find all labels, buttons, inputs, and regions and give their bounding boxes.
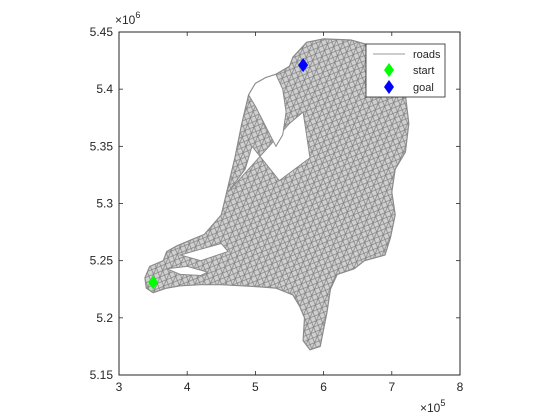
- road-gap-water-1: [248, 73, 287, 148]
- y-tick-label: 5.15: [90, 368, 114, 382]
- start-marker: [148, 275, 159, 290]
- legend: roads start goal: [365, 43, 446, 98]
- y-tick-label: 5.25: [90, 254, 114, 268]
- x-tick-label: 5: [252, 380, 259, 394]
- x-tick-label: 6: [320, 380, 327, 394]
- roads-network-fill: [144, 38, 410, 351]
- road-gap-water-0: [227, 111, 311, 193]
- legend-goal-swatch: [384, 80, 394, 94]
- legend-roads-label: roads: [413, 49, 441, 61]
- x-tick-label: 8: [457, 380, 464, 394]
- goal-marker: [298, 58, 309, 73]
- x-axis-exponent-base: ×105: [420, 398, 445, 415]
- y-tick-label: 5.45: [90, 25, 114, 39]
- y-tick-label: 5.2: [96, 311, 113, 325]
- legend-start-swatch: [384, 63, 394, 77]
- road-gap-water-2: [178, 242, 229, 262]
- legend-start-label: start: [413, 65, 434, 77]
- x-tick-label: 3: [116, 380, 123, 394]
- y-axis-exponent-base: ×106: [115, 10, 140, 27]
- y-tick-label: 5.3: [96, 197, 113, 211]
- legend-goal-label: goal: [413, 82, 434, 94]
- road-gap-water-3: [164, 265, 210, 277]
- y-tick-label: 5.4: [96, 82, 113, 96]
- y-tick-label: 5.35: [90, 139, 114, 153]
- x-tick-label: 4: [184, 380, 191, 394]
- legend-box: [365, 43, 446, 98]
- x-tick-label: 7: [388, 380, 395, 394]
